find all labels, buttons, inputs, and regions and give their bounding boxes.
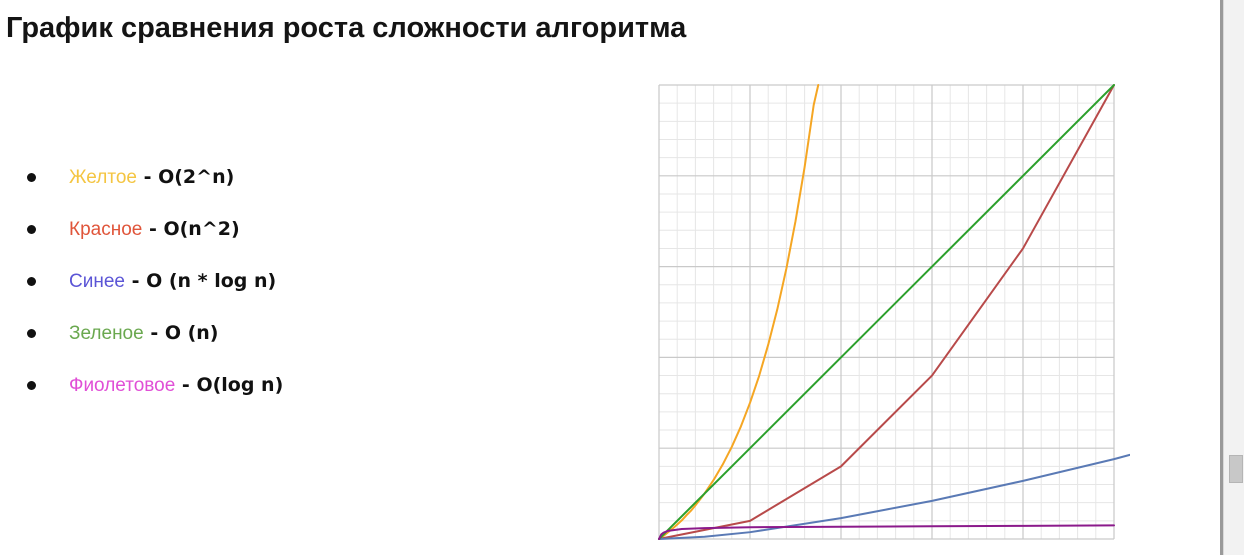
series-log-line bbox=[658, 524, 1115, 540]
legend-complexity: O(2^n) bbox=[158, 166, 235, 188]
chart-grid-major bbox=[658, 84, 1115, 540]
page-title: График сравнения роста сложности алгорит… bbox=[6, 12, 687, 44]
bullet-icon bbox=[27, 225, 36, 234]
legend-item-green: Зеленое - O (n) bbox=[27, 316, 283, 368]
legend-color-name: Синее bbox=[69, 271, 125, 292]
legend-complexity: O (n * log n) bbox=[146, 270, 277, 292]
legend-separator: - bbox=[124, 270, 147, 292]
legend-item-purple: Фиолетовое - O(log n) bbox=[27, 368, 283, 420]
legend-color-name: Красное bbox=[69, 219, 143, 240]
legend-separator: - bbox=[136, 166, 159, 188]
legend-complexity: O(n^2) bbox=[163, 218, 240, 240]
legend-color-name: Зеленое bbox=[69, 323, 144, 344]
series-nlogn-line bbox=[658, 453, 1130, 540]
legend-complexity: O (n) bbox=[164, 322, 219, 344]
legend-color-name: Фиолетовое bbox=[69, 375, 176, 396]
legend-item-blue: Синее - O (n * log n) bbox=[27, 264, 283, 316]
legend-item-red: Красное - O(n^2) bbox=[27, 212, 283, 264]
legend-separator: - bbox=[175, 374, 197, 396]
legend-complexity: O(log n) bbox=[196, 374, 284, 396]
series-exponential-line bbox=[658, 84, 820, 540]
series-quadratic-line bbox=[658, 84, 1115, 540]
legend-separator: - bbox=[143, 322, 165, 344]
bullet-icon bbox=[27, 173, 36, 182]
legend-list: Желтое - O(2^n) Красное - O(n^2) Синее -… bbox=[27, 160, 283, 420]
bullet-icon bbox=[27, 381, 36, 390]
complexity-chart bbox=[658, 84, 1130, 540]
series-linear-line bbox=[658, 84, 1115, 540]
chart-series-layer bbox=[658, 84, 1130, 540]
scrollbar-thumb[interactable] bbox=[1229, 455, 1243, 483]
bullet-icon bbox=[27, 329, 36, 338]
legend-item-yellow: Желтое - O(2^n) bbox=[27, 160, 283, 212]
legend-color-name: Желтое bbox=[69, 167, 137, 188]
scrollbar-divider bbox=[1220, 0, 1223, 555]
legend-separator: - bbox=[142, 218, 164, 240]
bullet-icon bbox=[27, 277, 36, 286]
vertical-scrollbar[interactable] bbox=[1223, 0, 1244, 555]
